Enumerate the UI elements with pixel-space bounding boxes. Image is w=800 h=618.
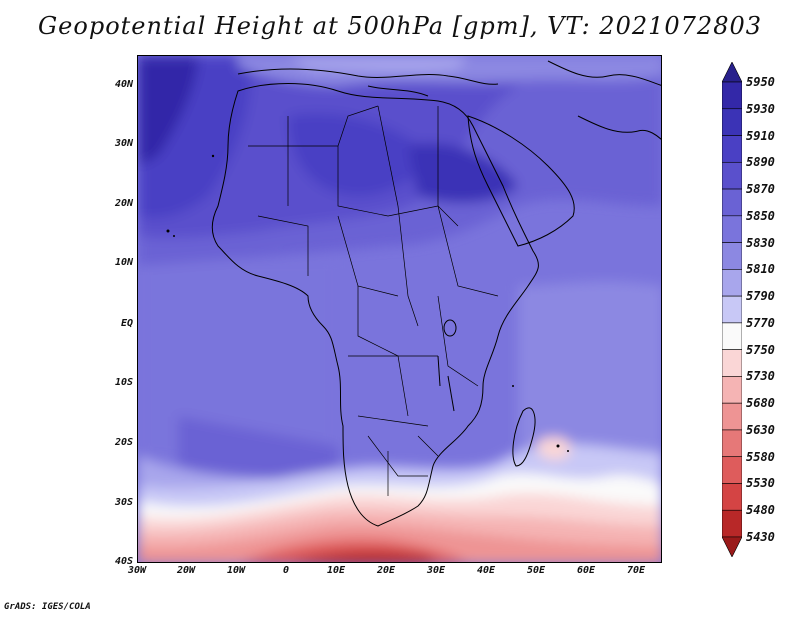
colorbar-label: 5480 — [746, 503, 775, 518]
colorbar-segment — [722, 349, 742, 377]
y-tick-label: 40S — [114, 556, 133, 567]
colorbar-label: 5930 — [746, 101, 775, 116]
x-tick-label: 10W — [226, 565, 246, 576]
colorbar-label: 5750 — [746, 342, 775, 357]
x-tick-label: 50E — [526, 565, 546, 576]
colorbar-segment — [722, 81, 742, 110]
colorbar-bottom-triangle — [722, 536, 742, 557]
colorbar-label: 5870 — [746, 182, 775, 197]
x-tick-label: 10E — [326, 565, 346, 576]
y-tick-label: EQ — [120, 318, 133, 329]
colorbar-segment — [722, 509, 742, 538]
map-plot-area — [137, 55, 662, 563]
colorbar-segment — [722, 161, 742, 190]
x-tick-label: 30W — [127, 565, 147, 576]
x-tick-label: 30E — [426, 565, 446, 576]
y-tick-label: 30S — [114, 497, 133, 508]
y-tick-label: 20S — [114, 437, 133, 448]
colorbar-segment — [722, 108, 742, 136]
colorbar-label: 5910 — [746, 128, 775, 143]
y-tick-label: 20N — [114, 198, 133, 209]
y-tick-label: 10N — [114, 257, 133, 268]
lakes — [437, 319, 457, 412]
colorbar-segment — [722, 269, 742, 297]
y-tick-label: 40N — [114, 79, 133, 90]
colorbar-label: 5530 — [746, 476, 775, 491]
colorbar-segment — [722, 376, 742, 404]
colorbar-label: 5830 — [746, 235, 775, 250]
x-tick-label: 70E — [626, 565, 646, 576]
coastline — [211, 60, 661, 527]
colorbar-label: 5810 — [746, 262, 775, 277]
colorbar-top-triangle — [722, 62, 742, 83]
colorbar-label: 5790 — [746, 289, 775, 304]
colorbar-label: 5730 — [746, 369, 775, 384]
colorbar-segment — [722, 402, 742, 431]
map-title: Geopotential Height at 500hPa [gpm], VT:… — [38, 12, 762, 40]
colorbar-label: 5430 — [746, 530, 775, 544]
colorbar-segment — [722, 215, 742, 243]
y-tick-label: 30N — [114, 138, 133, 149]
colorbar-segment — [722, 135, 742, 163]
x-tick-label: 20W — [176, 565, 196, 576]
colorbar-label: 5890 — [746, 155, 775, 170]
colorbar-segment — [722, 456, 742, 484]
islands — [166, 154, 569, 452]
colorbar — [722, 62, 742, 557]
y-tick-label: 10S — [114, 377, 133, 388]
colorbar-label: 5850 — [746, 208, 775, 223]
geopotential-map — [138, 56, 661, 562]
x-tick-label: 0 — [282, 565, 290, 576]
colorbar-segment — [722, 242, 742, 270]
colorbar-segment — [722, 188, 742, 217]
grads-credit: GrADS: IGES/COLA — [4, 602, 91, 612]
colorbar-label: 5580 — [746, 449, 775, 464]
x-tick-label: 20E — [376, 565, 396, 576]
x-tick-label: 40E — [476, 565, 496, 576]
colorbar-segment — [722, 483, 742, 511]
colorbar-segment — [722, 295, 742, 324]
colorbar-label: 5680 — [746, 396, 775, 411]
country-borders — [248, 105, 499, 496]
colorbar-label: 5630 — [746, 422, 775, 437]
colorbar-label: 5950 — [746, 75, 775, 89]
colorbar-segment — [722, 322, 742, 350]
x-tick-label: 60E — [576, 565, 596, 576]
colorbar-label: 5770 — [746, 315, 775, 330]
colorbar-segment — [722, 429, 742, 458]
